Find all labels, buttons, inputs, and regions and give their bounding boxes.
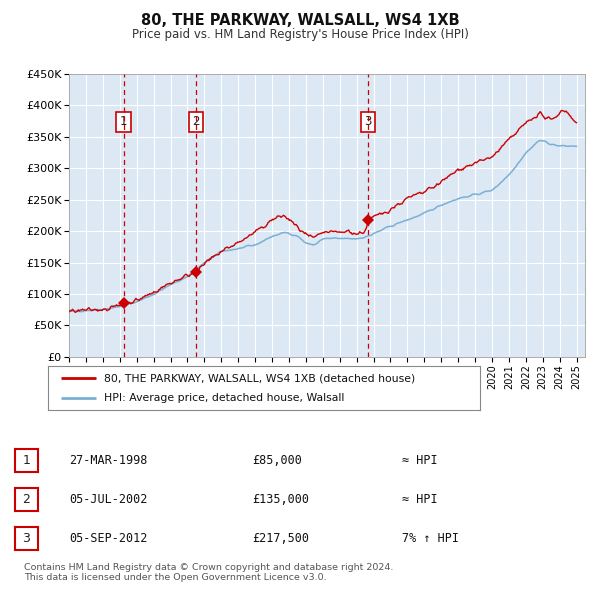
Text: 05-JUL-2002: 05-JUL-2002 [69,493,148,506]
Text: 2: 2 [22,493,31,506]
Text: 1: 1 [120,116,127,129]
Text: £135,000: £135,000 [252,493,309,506]
Text: This data is licensed under the Open Government Licence v3.0.: This data is licensed under the Open Gov… [24,573,326,582]
Text: 2: 2 [193,116,200,129]
Text: 3: 3 [364,116,372,129]
Text: Contains HM Land Registry data © Crown copyright and database right 2024.: Contains HM Land Registry data © Crown c… [24,563,394,572]
Text: 7% ↑ HPI: 7% ↑ HPI [402,532,459,545]
Text: Price paid vs. HM Land Registry's House Price Index (HPI): Price paid vs. HM Land Registry's House … [131,28,469,41]
Text: 1: 1 [22,454,31,467]
Text: £85,000: £85,000 [252,454,302,467]
Text: 27-MAR-1998: 27-MAR-1998 [69,454,148,467]
Text: £217,500: £217,500 [252,532,309,545]
Text: HPI: Average price, detached house, Walsall: HPI: Average price, detached house, Wals… [104,393,344,402]
Text: 3: 3 [22,532,31,545]
Text: 80, THE PARKWAY, WALSALL, WS4 1XB: 80, THE PARKWAY, WALSALL, WS4 1XB [140,13,460,28]
Text: 80, THE PARKWAY, WALSALL, WS4 1XB (detached house): 80, THE PARKWAY, WALSALL, WS4 1XB (detac… [104,373,415,383]
Text: 05-SEP-2012: 05-SEP-2012 [69,532,148,545]
Text: ≈ HPI: ≈ HPI [402,493,437,506]
Text: ≈ HPI: ≈ HPI [402,454,437,467]
